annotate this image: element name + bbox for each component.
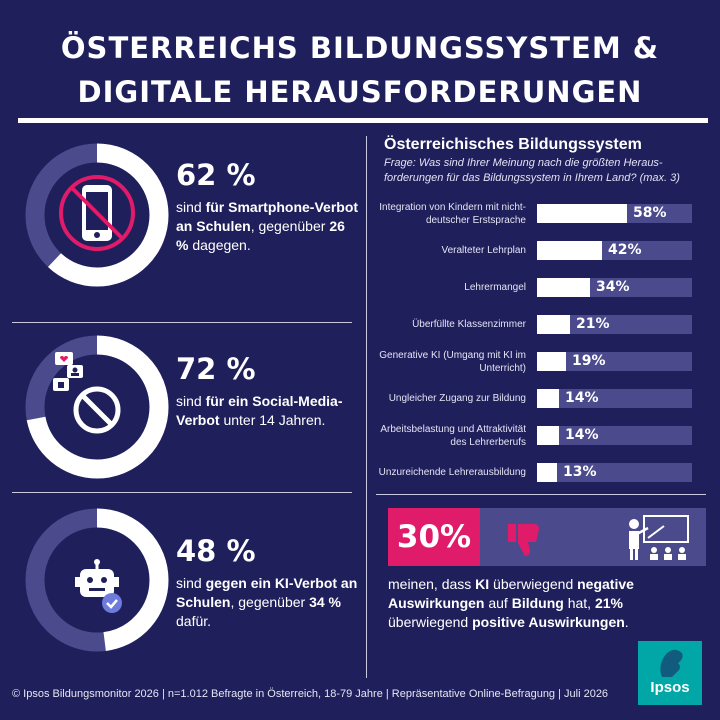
title-line-1: ÖSTERREICHS BILDUNGSSYSTEM & bbox=[60, 31, 660, 65]
bar-label: Arbeitsbelastung und Attraktivität des L… bbox=[380, 424, 526, 448]
divider-3 bbox=[376, 494, 706, 495]
bar-value-label: 14% bbox=[565, 427, 599, 443]
stat-social-media: 72 % sind für ein Social-Media-Verbot un… bbox=[176, 352, 361, 430]
text-segment: 26 % bbox=[176, 218, 345, 253]
stat-ki-value: 48 % bbox=[176, 534, 256, 568]
bar-label: Überfüllte Klassenzimmer bbox=[412, 319, 526, 330]
text-segment: sind bbox=[176, 575, 206, 591]
text-segment: negative Auswirkungen bbox=[388, 576, 634, 611]
social-media-ban-icon bbox=[53, 352, 121, 434]
bar bbox=[537, 463, 557, 482]
divider-1 bbox=[12, 322, 352, 323]
text-segment: dafür. bbox=[176, 613, 212, 629]
text-segment: gegen ein KI-Verbot an Schulen bbox=[176, 575, 358, 610]
text-segment: überwiegend bbox=[388, 614, 473, 630]
bar-track: 14% bbox=[537, 426, 692, 445]
bar-track: 34% bbox=[537, 278, 692, 297]
ki-percent: 30% bbox=[388, 508, 480, 566]
text-segment: meinen, dass bbox=[388, 576, 476, 592]
ipsos-logo-text: Ipsos bbox=[650, 679, 690, 696]
bar bbox=[537, 278, 590, 297]
thumbs-down-icon bbox=[508, 524, 539, 556]
text-segment: . bbox=[624, 614, 629, 630]
bar bbox=[537, 315, 570, 334]
donut-social-media bbox=[25, 335, 169, 479]
text-segment: unter 14 Jahren. bbox=[219, 412, 326, 428]
title-line-2: DIGITALE HERAUSFORDERUNGEN bbox=[77, 75, 643, 109]
text-segment: 21% bbox=[594, 595, 623, 611]
text-segment: 34 % bbox=[309, 594, 342, 610]
bar-label: Lehrermangel bbox=[464, 282, 526, 293]
smartphone-ban-icon bbox=[59, 175, 135, 251]
bar-track: 19% bbox=[537, 352, 692, 371]
text-segment: , gegenüber bbox=[230, 594, 310, 610]
bar-track: 42% bbox=[537, 241, 692, 260]
stat-smartphone-text: sind für Smartphone-Verbot an Schulen, g… bbox=[176, 198, 361, 255]
donut-fill bbox=[25, 143, 169, 287]
stat-ki-text: sind gegen ein KI-Verbot an Schulen, geg… bbox=[176, 574, 361, 631]
text-segment: für ein Social-Media-Verbot bbox=[176, 393, 343, 428]
stat-social-media-value: 72 % bbox=[176, 352, 256, 386]
bar-value-label: 13% bbox=[563, 464, 597, 480]
title-rule bbox=[18, 118, 708, 123]
ki-highlight-box: 30% bbox=[388, 508, 706, 566]
text-segment: positive Auswirkungen bbox=[472, 614, 625, 630]
text-segment: hat, bbox=[563, 595, 595, 611]
stat-smartphone-value: 62 % bbox=[176, 158, 256, 192]
bar bbox=[537, 389, 559, 408]
page-title: ÖSTERREICHS BILDUNGSSYSTEM & DIGITALE HE… bbox=[0, 26, 720, 114]
donut-ki bbox=[25, 508, 169, 652]
text-segment: für Smartphone-Verbot an Schulen bbox=[176, 199, 359, 234]
bar-track: 21% bbox=[537, 315, 692, 334]
robot-icon bbox=[75, 559, 122, 613]
chart-question: Frage: Was sind Ihrer Meinung nach die g… bbox=[384, 157, 680, 184]
bar-track: 14% bbox=[537, 389, 692, 408]
bar-label: Ungleicher Zugang zur Bildung bbox=[388, 393, 526, 404]
donut-fill bbox=[25, 335, 169, 479]
stat-social-media-text: sind für ein Social-Media-Verbot unter 1… bbox=[176, 392, 361, 430]
footer-source: © Ipsos Bildungsmonitor 2026 | n=1.012 B… bbox=[12, 688, 609, 700]
donut-fill bbox=[25, 508, 169, 652]
bar-value-label: 34% bbox=[596, 279, 630, 295]
bar-label: Veralteter Lehrplan bbox=[441, 245, 526, 256]
bar-label: Generative KI (Umgang mit KI im Unterric… bbox=[379, 350, 526, 374]
text-segment: , gegenüber bbox=[250, 218, 330, 234]
bar bbox=[537, 204, 627, 223]
bar-label: Unzureichende Lehrerausbildung bbox=[378, 467, 526, 478]
ipsos-logo: Ipsos bbox=[638, 641, 702, 705]
text-segment: sind bbox=[176, 199, 206, 215]
text-segment: Bildung bbox=[511, 595, 564, 611]
teacher-presentation-icon bbox=[629, 515, 689, 560]
bar bbox=[537, 352, 566, 371]
text-segment: auf bbox=[484, 595, 512, 611]
text-segment: sind bbox=[176, 393, 206, 409]
bar-track: 58% bbox=[537, 204, 692, 223]
stat-ki: 48 % sind gegen ein KI-Verbot an Schulen… bbox=[176, 534, 361, 631]
vertical-divider bbox=[366, 136, 367, 678]
bar-value-label: 42% bbox=[608, 242, 642, 258]
bar bbox=[537, 241, 602, 260]
stat-smartphone: 62 % sind für Smartphone-Verbot an Schul… bbox=[176, 158, 361, 255]
bar-track: 13% bbox=[537, 463, 692, 482]
bar-value-label: 21% bbox=[576, 316, 610, 332]
bar-label: Integration von Kindern mit nicht-deutsc… bbox=[379, 202, 526, 226]
chart-title: Österreichisches Bildungssystem bbox=[384, 136, 642, 153]
text-segment: KI bbox=[475, 576, 490, 592]
bar-value-label: 19% bbox=[572, 353, 606, 369]
text-segment: überwiegend bbox=[489, 576, 578, 592]
bar-value-label: 14% bbox=[565, 390, 599, 406]
divider-2 bbox=[12, 492, 352, 493]
ki-text: meinen, dass KI überwiegend negative Aus… bbox=[388, 575, 688, 632]
donut-smartphone bbox=[25, 143, 169, 287]
ipsos-logo-mark bbox=[660, 649, 683, 677]
bar bbox=[537, 426, 559, 445]
bar-value-label: 58% bbox=[633, 205, 667, 221]
text-segment: dagegen. bbox=[188, 237, 251, 253]
